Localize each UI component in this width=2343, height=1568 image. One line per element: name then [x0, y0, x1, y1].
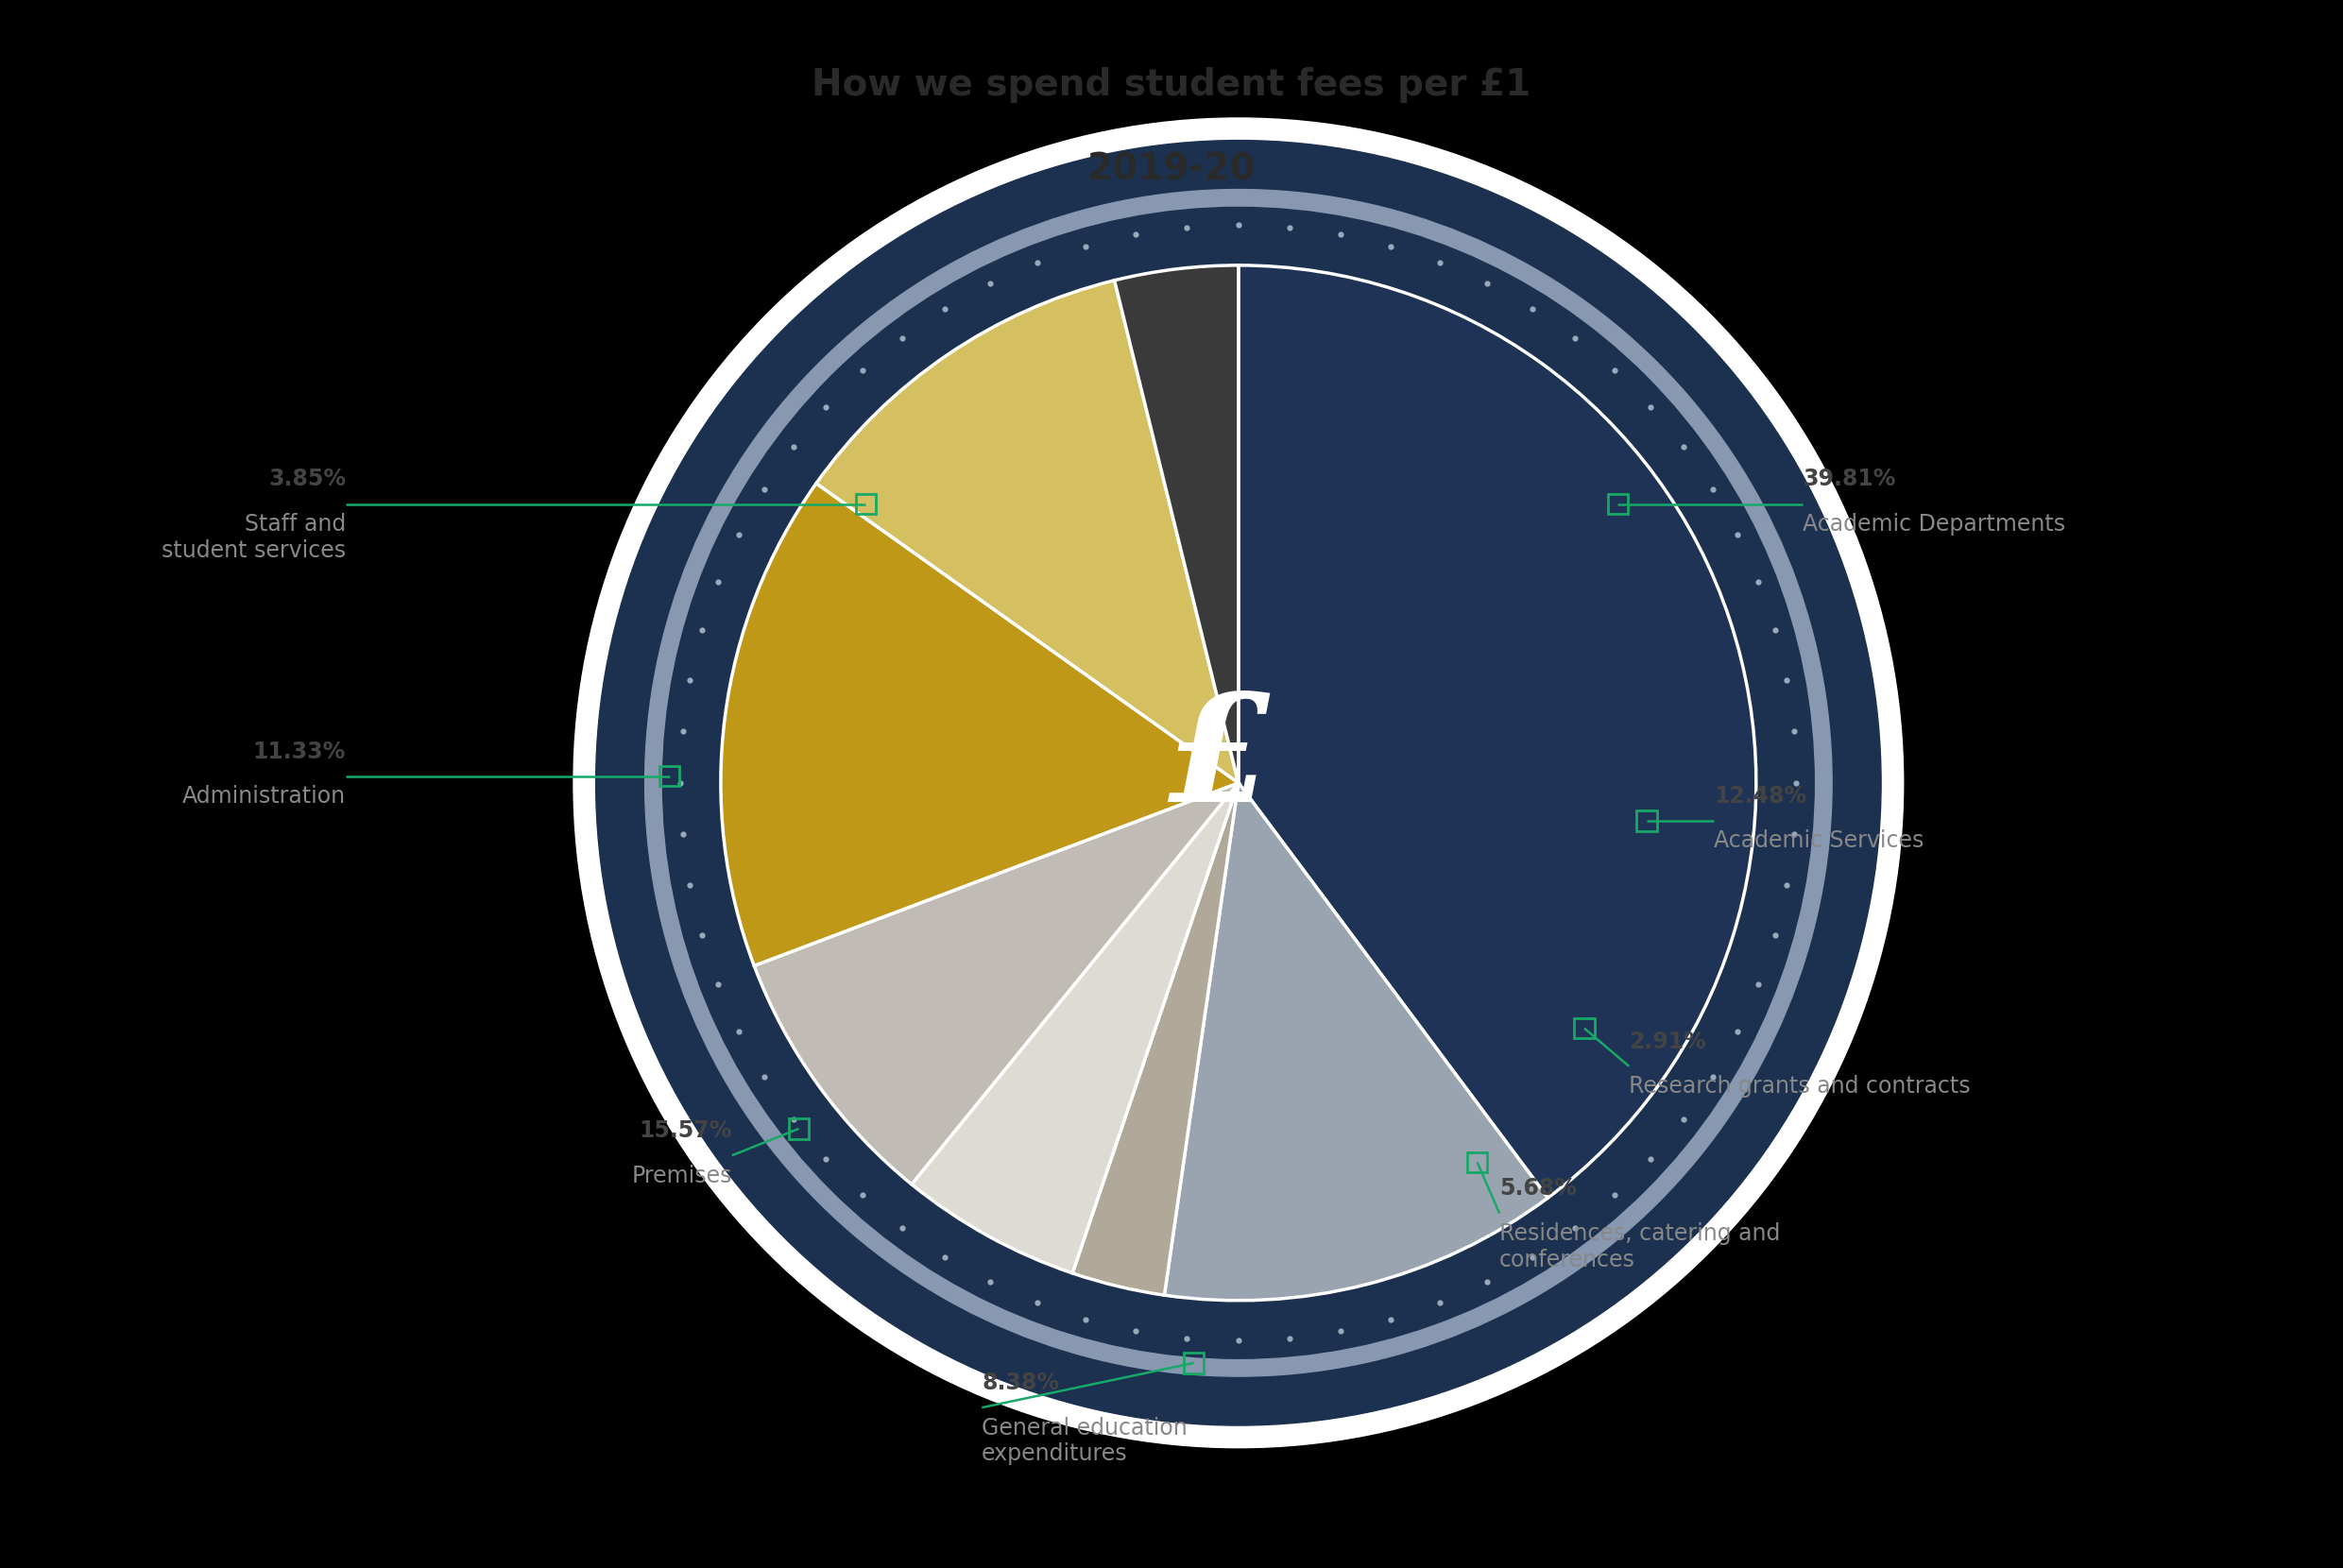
Text: Academic Departments: Academic Departments [1804, 513, 2067, 536]
Text: How we spend student fees per £1: How we spend student fees per £1 [813, 67, 1530, 102]
Circle shape [574, 118, 1903, 1447]
Text: 15.57%: 15.57% [640, 1120, 731, 1142]
Bar [1467, 1152, 1488, 1173]
Bar [658, 767, 679, 786]
Circle shape [663, 207, 1813, 1358]
Text: 2.91%: 2.91% [1628, 1030, 1706, 1052]
Text: 39.81%: 39.81% [1804, 467, 1895, 491]
Bar [1183, 1353, 1204, 1374]
Text: 11.33%: 11.33% [253, 740, 347, 762]
Circle shape [644, 190, 1832, 1377]
Circle shape [712, 256, 1764, 1309]
Wedge shape [754, 782, 1239, 1184]
Text: Administration: Administration [183, 786, 347, 808]
Text: 3.85%: 3.85% [269, 467, 347, 491]
Wedge shape [1164, 782, 1549, 1300]
Wedge shape [722, 483, 1239, 966]
Bar [1638, 811, 1657, 831]
Text: Academic Services: Academic Services [1713, 829, 1924, 853]
Text: Premises: Premises [630, 1165, 731, 1187]
Text: £: £ [1169, 688, 1272, 833]
Wedge shape [1073, 782, 1239, 1295]
Wedge shape [1239, 265, 1757, 1198]
Text: 2019-20: 2019-20 [1087, 152, 1256, 188]
Text: General education
expenditures: General education expenditures [982, 1416, 1188, 1466]
Circle shape [595, 141, 1881, 1425]
Text: Research grants and contracts: Research grants and contracts [1628, 1076, 1970, 1098]
Text: 5.68%: 5.68% [1500, 1178, 1577, 1200]
Bar [1574, 1018, 1593, 1038]
Text: Staff and
student services: Staff and student services [162, 513, 347, 561]
Wedge shape [1115, 265, 1239, 782]
Text: 8.38%: 8.38% [982, 1372, 1059, 1394]
Text: Residences, catering and
conferences: Residences, catering and conferences [1500, 1223, 1781, 1272]
Bar [1607, 494, 1628, 514]
Wedge shape [815, 281, 1239, 782]
Bar [790, 1118, 808, 1138]
Text: 12.48%: 12.48% [1713, 784, 1806, 808]
Bar [855, 494, 876, 514]
Wedge shape [911, 782, 1239, 1273]
